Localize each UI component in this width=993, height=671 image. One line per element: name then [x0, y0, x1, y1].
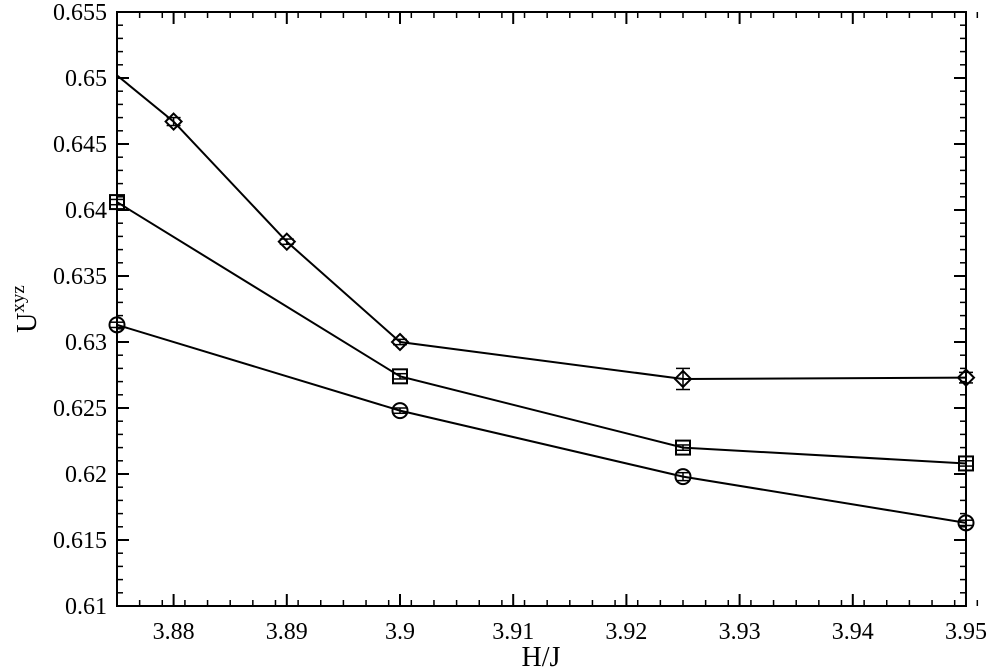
square-marker: [958, 455, 974, 472]
axis-ticks: [116, 11, 979, 607]
series-line-circle: [116, 323, 967, 524]
circle-marker: [391, 402, 409, 420]
series-line-diamond: [116, 74, 967, 380]
y-tick-label: 0.62: [65, 462, 107, 488]
y-axis-title: Uxyz: [8, 285, 43, 333]
y-tick-label: 0.65: [65, 66, 107, 92]
plot-frame: [116, 11, 967, 607]
square-marker: [109, 194, 125, 211]
data-series: [108, 74, 976, 532]
y-tick-labels: 0.61 0.615 0.62 0.625 0.63 0.635 0.64 0.645 0.65…: [53, 0, 107, 620]
x-tick-label: 3.89: [266, 619, 308, 645]
series-line-square: [116, 201, 967, 465]
circle-marker: [957, 514, 975, 532]
diamond-marker: [673, 369, 693, 389]
y-tick-label: 0.625: [53, 396, 107, 422]
diamond-marker: [390, 332, 410, 352]
x-tick-label: 3.91: [492, 619, 534, 645]
y-tick-label: 0.635: [53, 264, 107, 290]
y-tick-label: 0.655: [53, 0, 107, 26]
square-marker: [675, 439, 691, 456]
y-tick-label: 0.615: [53, 528, 107, 554]
x-tick-label: 3.93: [719, 619, 761, 645]
y-tick-label: 0.64: [65, 198, 107, 224]
x-tick-label: 3.92: [605, 619, 647, 645]
square-marker: [392, 368, 408, 385]
circle-marker: [108, 316, 126, 334]
diamond-marker: [277, 232, 297, 252]
x-tick-label: 3.9: [385, 619, 415, 645]
diamond-marker: [956, 368, 976, 388]
diamond-marker: [164, 112, 184, 131]
y-axis-title-base: U: [12, 313, 43, 333]
circle-marker: [674, 468, 692, 486]
x-tick-label: 3.95: [945, 619, 987, 645]
y-tick-label: 0.645: [53, 132, 107, 158]
y-tick-label: 0.61: [65, 594, 107, 620]
x-axis-title: H/J: [522, 642, 561, 671]
x-tick-label: 3.94: [832, 619, 874, 645]
y-axis-title-superscript: xyz: [8, 285, 29, 312]
x-tick-labels: 3.88 3.89 3.9 3.91 3.92 3.93 3.94 3.95: [153, 619, 987, 645]
y-tick-label: 0.63: [65, 330, 107, 356]
x-tick-label: 3.88: [153, 619, 195, 645]
